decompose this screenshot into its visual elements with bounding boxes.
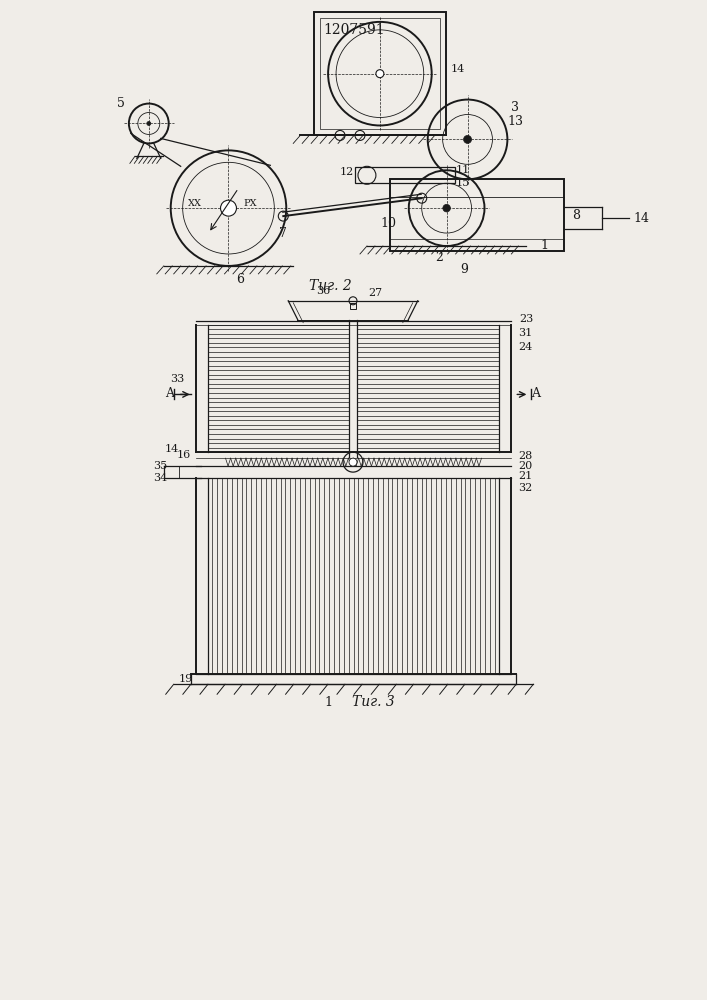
Text: 14: 14 bbox=[450, 64, 464, 74]
Text: A: A bbox=[165, 387, 174, 400]
Bar bbox=[164, 466, 179, 478]
Text: 14: 14 bbox=[165, 444, 179, 454]
Text: 34: 34 bbox=[153, 473, 167, 483]
Text: 36: 36 bbox=[316, 286, 330, 296]
Circle shape bbox=[223, 202, 234, 214]
Text: 1: 1 bbox=[324, 696, 332, 709]
Text: 13: 13 bbox=[508, 115, 523, 128]
Text: 15: 15 bbox=[455, 178, 469, 188]
Text: 2: 2 bbox=[435, 251, 443, 264]
Text: 1: 1 bbox=[540, 239, 548, 252]
Text: 35: 35 bbox=[153, 461, 167, 471]
Text: 1207591: 1207591 bbox=[323, 23, 385, 37]
Text: 23: 23 bbox=[519, 314, 534, 324]
Circle shape bbox=[376, 70, 384, 78]
Text: PX: PX bbox=[244, 199, 257, 208]
Text: 19: 19 bbox=[179, 674, 193, 684]
Text: 11: 11 bbox=[455, 165, 469, 175]
Text: XX: XX bbox=[187, 199, 201, 208]
Text: 7: 7 bbox=[279, 227, 287, 240]
Text: 31: 31 bbox=[518, 328, 532, 338]
Bar bbox=[355, 167, 455, 183]
Bar bbox=[314, 12, 445, 135]
Circle shape bbox=[147, 121, 151, 125]
Text: 5: 5 bbox=[117, 97, 125, 110]
Text: 8: 8 bbox=[572, 209, 580, 222]
Text: A: A bbox=[531, 387, 540, 400]
Text: 24: 24 bbox=[518, 342, 532, 352]
Text: 9: 9 bbox=[461, 263, 469, 276]
Circle shape bbox=[464, 135, 472, 143]
Text: 3: 3 bbox=[511, 101, 520, 114]
Circle shape bbox=[221, 200, 236, 216]
Text: 27: 27 bbox=[368, 288, 382, 298]
Text: 10: 10 bbox=[381, 217, 397, 230]
Text: 32: 32 bbox=[518, 483, 532, 493]
Circle shape bbox=[443, 204, 450, 212]
Text: 14: 14 bbox=[634, 212, 650, 225]
Bar bbox=[350, 303, 356, 309]
Bar bbox=[320, 18, 440, 129]
Bar bbox=[390, 179, 564, 251]
Text: 12: 12 bbox=[340, 167, 354, 177]
Text: 6: 6 bbox=[236, 273, 245, 286]
Text: 28: 28 bbox=[518, 451, 532, 461]
Text: 20: 20 bbox=[518, 461, 532, 471]
Text: 21: 21 bbox=[518, 471, 532, 481]
Circle shape bbox=[349, 458, 357, 466]
Text: 16: 16 bbox=[177, 450, 191, 460]
Text: Τиг. 3: Τиг. 3 bbox=[351, 695, 395, 709]
Text: Τиг. 2: Τиг. 2 bbox=[309, 279, 351, 293]
Text: 33: 33 bbox=[170, 374, 185, 384]
